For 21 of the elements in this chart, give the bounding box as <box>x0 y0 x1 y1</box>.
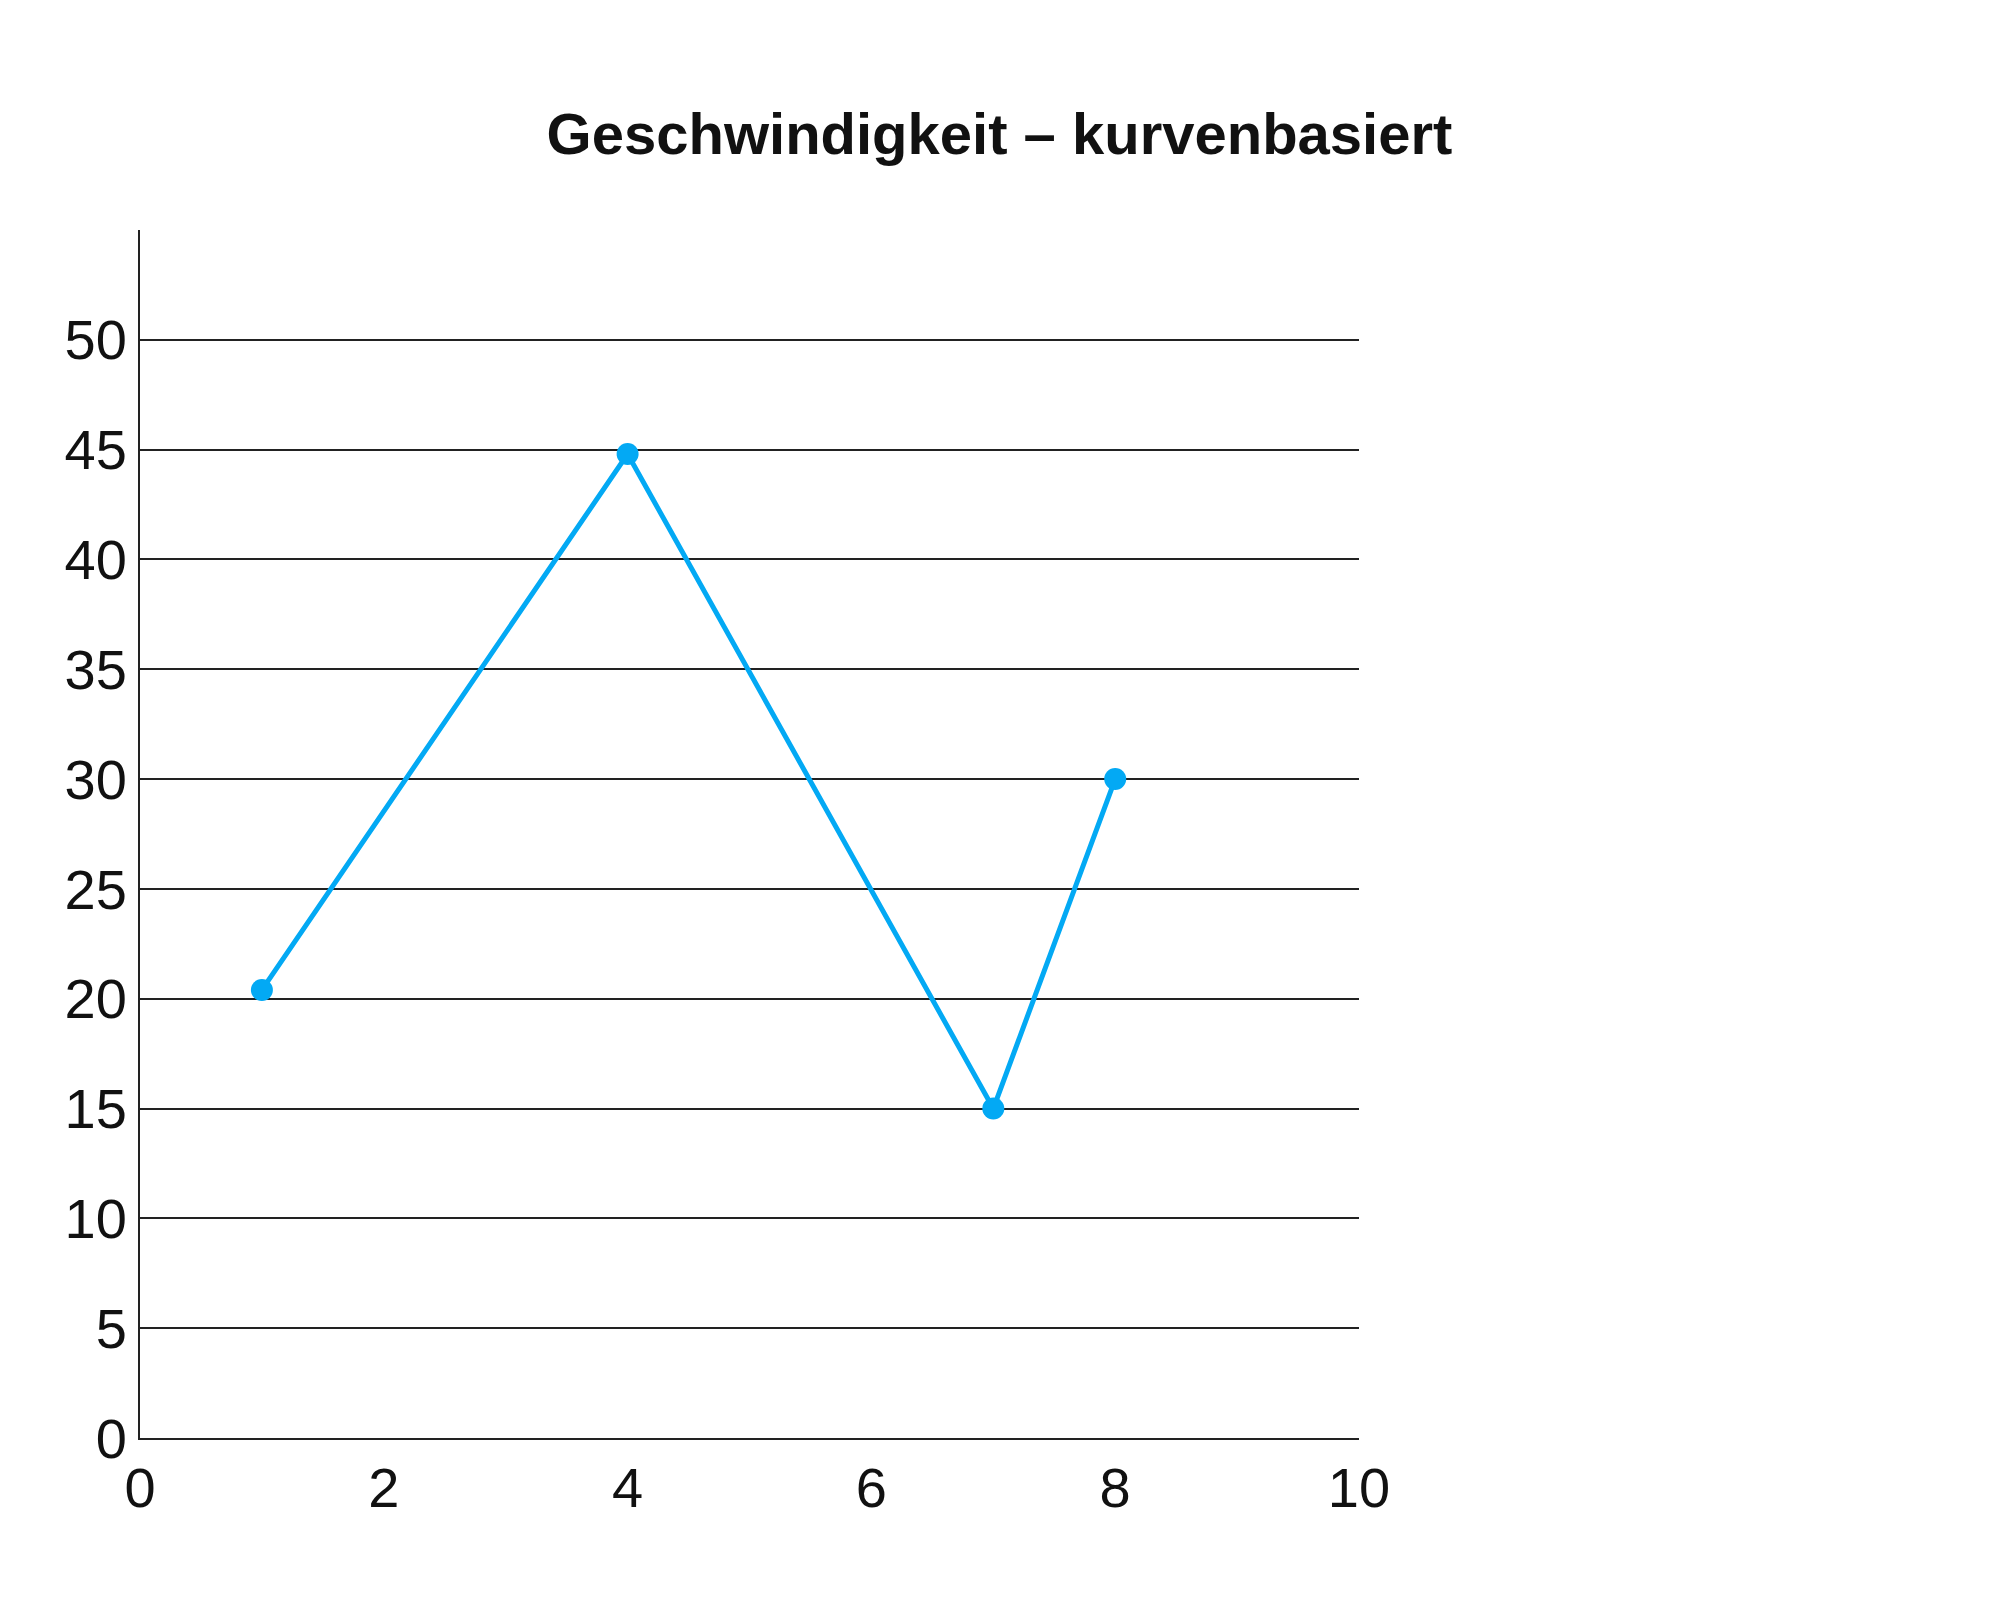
y-tick-label: 40 <box>64 528 127 592</box>
x-tick-label: 6 <box>855 1456 887 1520</box>
point <box>616 443 639 466</box>
y-tick-label: 25 <box>64 857 127 921</box>
x-tick-label: 8 <box>1099 1456 1131 1520</box>
x-tick-label: 4 <box>612 1456 644 1520</box>
y-tick-label: 45 <box>64 418 127 482</box>
x-tick-label: 10 <box>1327 1456 1391 1520</box>
y-tick-label: 15 <box>64 1077 127 1141</box>
y-tick-label: 20 <box>64 967 127 1031</box>
point <box>250 978 273 1001</box>
y-tick-label: 35 <box>64 637 127 701</box>
y-tick-label: 50 <box>64 308 127 372</box>
chart-title: Geschwindigkeit – kurvenbasiert <box>546 100 1453 166</box>
x-tick-label: 2 <box>368 1456 400 1520</box>
y-tick-label: 30 <box>64 747 127 811</box>
y-tick-label: 10 <box>64 1186 127 1250</box>
point <box>982 1097 1005 1120</box>
y-tick-label: 5 <box>95 1296 127 1360</box>
point <box>1104 768 1127 791</box>
y-tick-label: 0 <box>95 1406 127 1470</box>
